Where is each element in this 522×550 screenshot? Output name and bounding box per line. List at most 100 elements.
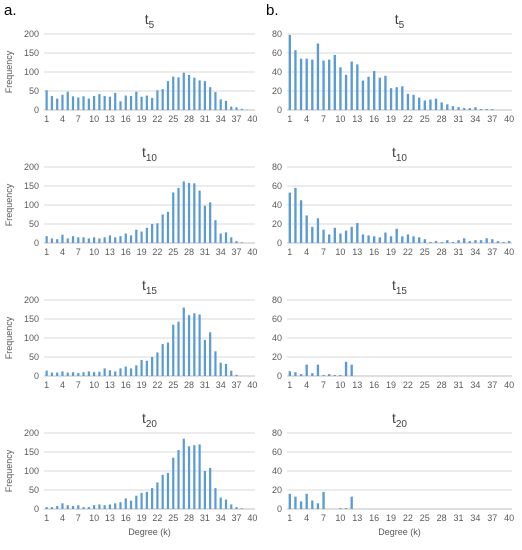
bar (350, 364, 353, 376)
y-tick-label: 150 (24, 48, 39, 58)
x-tick-label: 7 (76, 380, 81, 390)
x-tick-label: 34 (470, 513, 480, 523)
x-tick-label: 22 (152, 247, 162, 257)
x-tick-label: 37 (232, 114, 242, 124)
bar (288, 371, 291, 376)
bar (344, 508, 348, 509)
bar (61, 94, 64, 110)
bar (230, 106, 233, 110)
x-tick-label: 13 (352, 380, 362, 390)
bar (434, 241, 438, 243)
bar (361, 234, 365, 243)
x-tick-label: 31 (200, 513, 210, 523)
x-tick-label: 28 (437, 114, 447, 124)
y-tick-label: 80 (272, 162, 282, 172)
bar (119, 368, 122, 376)
bar (356, 223, 359, 243)
bar (502, 242, 505, 243)
bar (288, 34, 291, 111)
bar (98, 94, 101, 110)
bar (172, 457, 175, 509)
bar (457, 107, 460, 110)
y-tick-label: 0 (277, 238, 282, 248)
bar (214, 351, 217, 376)
bar (224, 363, 228, 376)
bar (446, 104, 449, 110)
bar (93, 237, 96, 243)
bar (82, 372, 85, 376)
bar (344, 361, 348, 376)
bar (187, 315, 191, 376)
bar (187, 75, 191, 110)
bar (485, 109, 488, 110)
bar (451, 106, 455, 110)
bar (344, 230, 348, 243)
x-tick-label: 1 (44, 380, 49, 390)
x-tick-label: 13 (352, 247, 362, 257)
bar (98, 504, 101, 509)
bar (230, 237, 233, 243)
bar (193, 183, 196, 243)
bar (240, 508, 243, 509)
bar (203, 205, 206, 243)
bar (103, 368, 106, 376)
bar (172, 76, 175, 110)
bar (434, 98, 438, 110)
x-tick-label: 25 (168, 513, 178, 523)
bar (140, 493, 143, 509)
x-tick-label: 25 (420, 114, 430, 124)
y-tick-label: 80 (272, 428, 282, 438)
bar (182, 438, 185, 509)
x-tick-label: 4 (304, 247, 309, 257)
bar (418, 97, 421, 110)
bar (294, 372, 297, 376)
bar (322, 491, 325, 509)
chart-title-base: t (145, 11, 149, 27)
y-tick-label: 100 (24, 333, 39, 343)
bar (140, 231, 143, 243)
y-tick-label: 0 (277, 504, 282, 514)
x-tick-label: 4 (60, 114, 65, 124)
bar (129, 500, 133, 509)
y-tick-label: 50 (29, 86, 39, 96)
y-tick-label: 50 (29, 352, 39, 362)
bar (124, 366, 127, 376)
x-tick-label: 40 (504, 513, 514, 523)
y-tick-label: 80 (272, 29, 282, 39)
bar (361, 80, 365, 110)
bar (156, 482, 159, 509)
y-tick-label: 40 (272, 466, 282, 476)
chart-title: t20 (392, 410, 407, 430)
bar (156, 223, 159, 243)
chart-b-t15: 0 20 40 60 80 1 4 7 10 13 16 19 22 25 28 31 34 37 40 t15 (272, 277, 514, 390)
y-axis-label: Frequency (4, 316, 14, 359)
bar (45, 90, 48, 110)
x-tick-label: 25 (168, 247, 178, 257)
x-tick-label: 1 (287, 513, 292, 523)
bar (367, 76, 370, 110)
x-tick-label: 40 (504, 114, 514, 124)
bar (333, 54, 336, 110)
bar (119, 236, 122, 243)
bar (103, 237, 106, 243)
bar (235, 507, 238, 509)
bar (406, 93, 410, 110)
x-tick-label: 4 (304, 114, 309, 124)
bar (198, 314, 201, 376)
bar (129, 368, 133, 376)
x-tick-label: 13 (105, 513, 115, 523)
chart-title-subscript: 5 (149, 20, 155, 31)
bar (50, 507, 54, 509)
x-tick-label: 31 (200, 247, 210, 257)
chart-title: t15 (142, 277, 157, 297)
y-tick-label: 150 (24, 181, 39, 191)
bar (412, 94, 415, 110)
x-tick-label: 22 (403, 513, 413, 523)
x-tick-label: 10 (335, 380, 345, 390)
bar (423, 100, 426, 110)
x-axis-label: Degree (k) (378, 527, 421, 537)
y-tick-label: 80 (272, 295, 282, 305)
y-tick-label: 20 (272, 485, 282, 495)
y-tick-label: 150 (24, 447, 39, 457)
bar (299, 200, 303, 243)
